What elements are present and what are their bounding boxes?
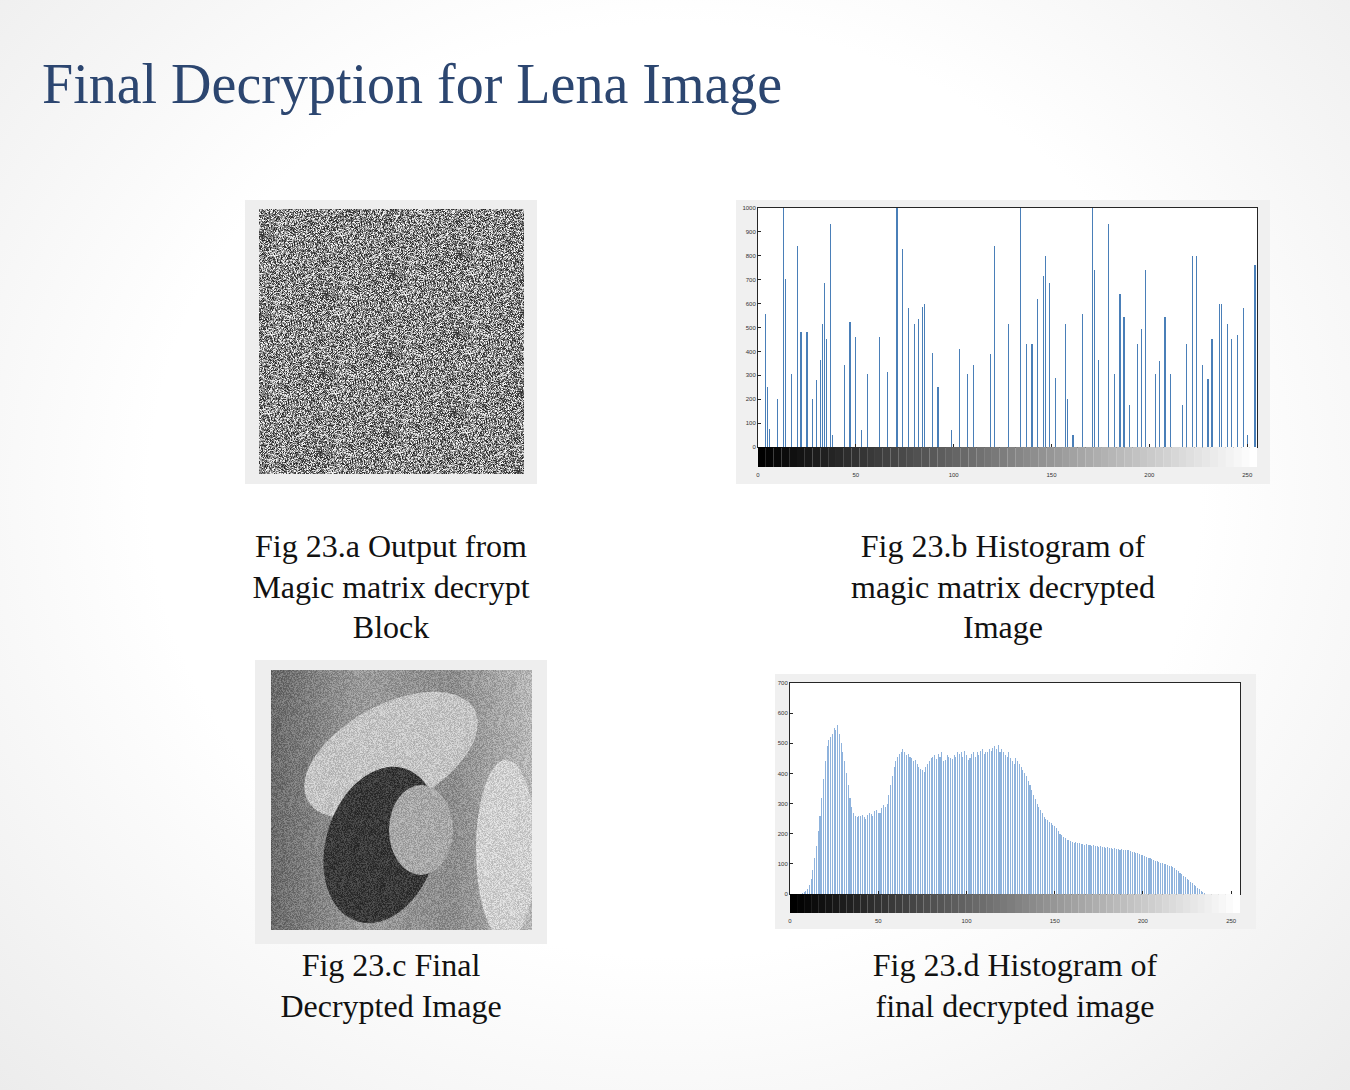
svg-text:150: 150 [1047, 472, 1058, 478]
svg-text:300: 300 [778, 801, 789, 807]
svg-text:100: 100 [961, 918, 972, 924]
svg-text:250: 250 [1242, 472, 1253, 478]
svg-text:100: 100 [778, 861, 789, 867]
html-text:Magic matrix decrypt: Magic matrix decrypt [252, 568, 530, 605]
svg-text:200: 200 [778, 831, 789, 837]
svg-text:700: 700 [778, 680, 789, 686]
svg-text:200: 200 [1138, 918, 1149, 924]
svg-text:400: 400 [746, 349, 757, 355]
svg-text:100: 100 [949, 472, 960, 478]
html-text:Fig 23.b Histogram of: Fig 23.b Histogram of [860, 528, 1146, 564]
html-text:Image: Image [963, 609, 1043, 645]
svg-text:200: 200 [1144, 472, 1155, 478]
svg-text:500: 500 [778, 740, 789, 746]
html-text:Fig 23.c Final: Fig 23.c Final [301, 947, 481, 983]
svg-text:0: 0 [784, 891, 788, 897]
html-text:Fig 23.d Histogram of: Fig 23.d Histogram of [872, 947, 1158, 983]
svg-text:0: 0 [788, 918, 792, 924]
svg-text:600: 600 [746, 301, 757, 307]
svg-text:100: 100 [746, 420, 757, 426]
html-text:Decrypted Image: Decrypted Image [280, 987, 502, 1024]
html-text:magic matrix decrypted: magic matrix decrypted [851, 568, 1155, 605]
html-text:Block: Block [352, 609, 430, 645]
svg-text:250: 250 [1226, 918, 1237, 924]
svg-text:0: 0 [756, 472, 760, 478]
html-text:Final Decryption for Lena Imag: Final Decryption for Lena Image [42, 53, 783, 115]
html-text:Fig 23.a Output from: Fig 23.a Output from [255, 528, 527, 564]
svg-text:800: 800 [746, 253, 757, 259]
svg-text:600: 600 [778, 710, 789, 716]
svg-text:0: 0 [752, 444, 756, 450]
svg-text:50: 50 [875, 918, 882, 924]
svg-text:300: 300 [746, 372, 757, 378]
html-text:final decrypted image: final decrypted image [875, 987, 1155, 1024]
svg-text:700: 700 [746, 277, 757, 283]
svg-text:150: 150 [1050, 918, 1061, 924]
svg-text:400: 400 [778, 771, 789, 777]
svg-text:500: 500 [746, 325, 757, 331]
svg-text:200: 200 [746, 396, 757, 402]
svg-text:900: 900 [746, 229, 757, 235]
svg-text:50: 50 [852, 472, 859, 478]
svg-text:1000: 1000 [742, 205, 756, 211]
